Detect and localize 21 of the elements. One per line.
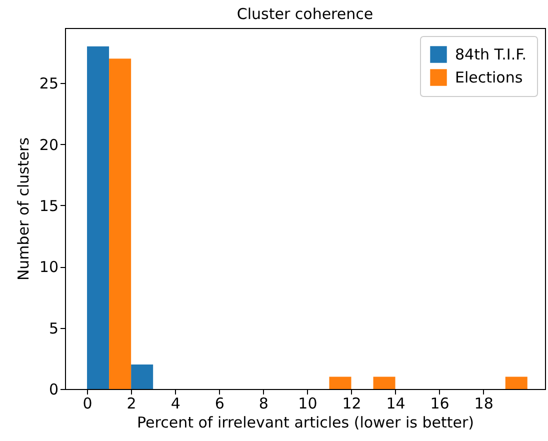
x-tick-label: 18 [474,394,494,412]
x-tick-label: 14 [386,394,406,412]
chart-title: Cluster coherence [236,5,374,23]
y-tick-label: 15 [39,196,58,215]
y-tick-label: 20 [39,136,58,154]
x-tick-label: 2 [126,394,136,412]
y-axis-title: Number of clusters [14,137,32,281]
x-tick-label: 8 [258,394,268,412]
x-tick-label: 6 [214,394,224,412]
x-tick-label: 16 [430,394,450,412]
x-tick-label: 0 [82,394,92,412]
x-axis-title: Percent of irrelevant articles (lower is better) [137,414,474,432]
x-tick-label: 12 [342,394,362,412]
y-tick-label: 5 [48,319,58,338]
x-tick-label: 10 [298,394,318,412]
y-tick-label: 25 [39,74,58,93]
x-tick-label: 4 [170,394,180,412]
legend-label: 84th T.I.F. [455,46,527,64]
y-tick-label: 10 [39,258,58,276]
legend-label: Elections [455,68,523,86]
y-tick-label: 0 [48,380,58,398]
